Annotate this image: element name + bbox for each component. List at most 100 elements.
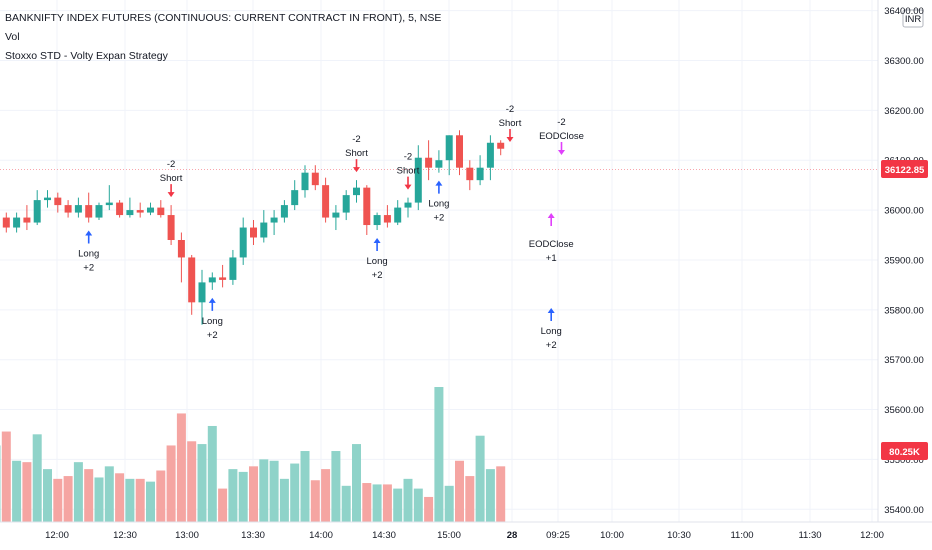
candle-body[interactable] — [198, 282, 206, 303]
last-price-badge: 36122.85 — [881, 160, 928, 178]
short-signal-label: Short — [345, 148, 368, 159]
candle-body[interactable] — [85, 205, 93, 218]
volume-bar — [125, 478, 135, 522]
candle-body[interactable] — [33, 200, 41, 223]
time-axis[interactable]: 12:00 12:30 13:00 13:30 14:00 14:30 15:00 28 09:… — [45, 530, 884, 541]
candle-body[interactable] — [425, 157, 433, 168]
time-tick-label: 10:30 — [667, 530, 691, 541]
time-tick-label: 14:30 — [372, 530, 396, 541]
candle-body[interactable] — [353, 187, 360, 196]
candle-body[interactable] — [239, 227, 247, 258]
time-tick-label: 13:00 — [175, 530, 199, 541]
volume-bar — [259, 459, 269, 522]
candle-body[interactable] — [74, 205, 82, 213]
volume-badge: 80.25K — [881, 442, 928, 460]
long-arrow-icon[interactable] — [435, 180, 443, 194]
candle-body[interactable] — [456, 135, 463, 168]
currency-badge[interactable]: INR — [902, 9, 924, 28]
candle-body[interactable] — [208, 277, 216, 283]
volume-bar — [228, 469, 238, 522]
long-signal-label: Long — [428, 199, 449, 210]
candle-body[interactable] — [157, 207, 165, 216]
candle-body[interactable] — [44, 197, 51, 201]
volume-bar — [12, 460, 22, 522]
candle-body[interactable] — [466, 167, 474, 181]
candle-body[interactable] — [363, 187, 371, 226]
candle-body[interactable] — [188, 257, 196, 303]
volume-bar — [63, 476, 73, 522]
candle-body[interactable] — [219, 277, 227, 280]
volume-bar — [352, 444, 361, 522]
candle-body[interactable] — [322, 185, 330, 218]
volume-bar — [485, 469, 495, 522]
long-signal-label: Long — [202, 316, 223, 327]
legend-strategy[interactable]: Stoxxo STD - Volty Expan Strategy — [5, 50, 169, 62]
candle-body[interactable] — [126, 210, 134, 216]
candle-body[interactable] — [177, 240, 185, 258]
candle-body[interactable] — [260, 222, 268, 238]
candle-body[interactable] — [435, 160, 443, 168]
eod-arrow-up-icon[interactable] — [547, 213, 555, 226]
currency-label: INR — [905, 14, 922, 25]
candle-body[interactable] — [116, 202, 124, 216]
candle-body[interactable] — [229, 257, 237, 280]
candle-body[interactable] — [64, 205, 72, 213]
candle-body[interactable] — [476, 167, 484, 181]
candle-body[interactable] — [105, 202, 113, 206]
volume-bar — [176, 413, 186, 522]
candle-body[interactable] — [414, 157, 422, 203]
volume-bar — [434, 387, 444, 522]
candle-body[interactable] — [383, 215, 391, 223]
long-signal-label: Long — [541, 326, 562, 337]
candle-body[interactable] — [250, 227, 257, 238]
candle-body[interactable] — [270, 217, 278, 223]
short-arrow-icon[interactable] — [506, 129, 514, 142]
candle-body[interactable] — [394, 207, 402, 223]
short-signal-label: Short — [397, 166, 420, 177]
chart-title: BANKNIFTY INDEX FUTURES (CONTINUOUS: CUR… — [5, 12, 441, 24]
volume-bar — [372, 484, 382, 522]
candle-body[interactable] — [497, 142, 505, 149]
candle-body[interactable] — [54, 197, 62, 206]
candle-body[interactable] — [280, 205, 288, 218]
candle-body[interactable] — [373, 215, 381, 226]
price-axis[interactable]: 36400.0036300.0036200.0036100.0036000.00… — [884, 6, 924, 516]
time-tick-label: 14:00 — [309, 530, 333, 541]
candle-body[interactable] — [404, 202, 412, 208]
short-arrow-icon[interactable] — [404, 176, 412, 190]
volume-bar — [156, 470, 166, 522]
long-arrow-icon[interactable] — [373, 238, 381, 252]
candle-body[interactable] — [13, 217, 21, 228]
short-arrow-icon[interactable] — [167, 184, 175, 198]
candle-body[interactable] — [95, 205, 103, 218]
long-arrow-icon[interactable] — [208, 297, 216, 311]
candle-body[interactable] — [342, 195, 350, 213]
price-tick-label: 36000.00 — [884, 206, 924, 217]
candle-body[interactable] — [486, 142, 494, 168]
candle-body[interactable] — [147, 207, 154, 213]
candle-body[interactable] — [445, 135, 453, 161]
long-arrow-icon[interactable] — [85, 230, 93, 244]
candle-body[interactable] — [311, 172, 319, 186]
candle-body[interactable] — [167, 215, 175, 241]
short-arrow-icon[interactable] — [353, 159, 360, 173]
volume-bar — [73, 462, 83, 522]
candle-body[interactable] — [301, 172, 309, 191]
candle-body[interactable] — [23, 217, 31, 223]
volume-bar — [341, 485, 351, 522]
eod-arrow-down-icon[interactable] — [558, 142, 565, 155]
legend-volume[interactable]: Vol — [5, 31, 20, 43]
long-arrow-icon[interactable] — [547, 308, 555, 321]
candle-layer — [2, 130, 505, 325]
volume-bar — [1, 431, 11, 522]
candle-body[interactable] — [332, 212, 340, 218]
long-signal-label: Long — [78, 249, 99, 260]
price-tick-label: 36300.00 — [884, 56, 924, 67]
candle-body[interactable] — [291, 190, 299, 206]
volume-bar — [455, 460, 464, 522]
candle-body[interactable] — [2, 217, 10, 228]
volume-bar — [331, 451, 341, 522]
candle-body[interactable] — [136, 210, 144, 213]
